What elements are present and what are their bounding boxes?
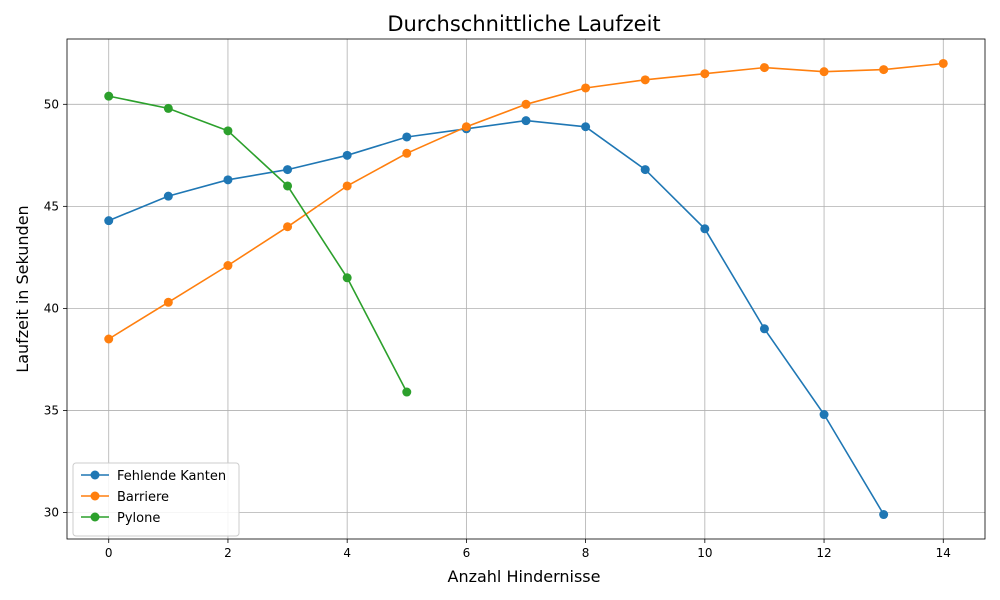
y-tick-label: 45	[44, 199, 59, 213]
data-point	[461, 122, 471, 132]
legend: Fehlende Kanten Barriere Pylone	[72, 462, 240, 537]
legend-item: Pylone	[81, 511, 160, 526]
y-axis-title: Laufzeit in Sekunden	[13, 205, 32, 372]
data-point	[581, 83, 591, 93]
series-layer	[104, 58, 948, 520]
legend-box	[72, 462, 240, 537]
x-tick-label: 4	[343, 546, 351, 560]
legend-marker	[90, 470, 100, 480]
data-point	[223, 126, 233, 136]
data-point	[402, 387, 412, 397]
data-point	[163, 191, 173, 201]
x-tick-label: 2	[224, 546, 232, 560]
data-point	[283, 181, 293, 191]
y-tick-label: 30	[44, 505, 59, 519]
legend-label: Pylone	[117, 511, 160, 526]
y-tick-label: 35	[44, 403, 59, 417]
data-point	[759, 324, 769, 334]
plot-frame	[66, 38, 986, 540]
data-point	[104, 334, 114, 344]
data-point	[521, 99, 531, 109]
data-point	[402, 132, 412, 142]
data-point	[402, 148, 412, 158]
data-point	[819, 410, 829, 420]
data-point	[163, 103, 173, 113]
x-tick-label: 14	[936, 546, 951, 560]
data-point	[938, 58, 948, 68]
series-1	[104, 58, 948, 344]
legend-label: Barriere	[117, 490, 169, 505]
data-point	[163, 297, 173, 307]
data-point	[342, 273, 352, 283]
y-tick-label: 50	[44, 97, 59, 111]
data-point	[521, 116, 531, 126]
data-point	[759, 63, 769, 73]
x-tick-label: 12	[816, 546, 831, 560]
data-point	[104, 91, 114, 101]
data-point	[342, 181, 352, 191]
x-tick-label: 10	[697, 546, 712, 560]
legend-marker	[90, 512, 100, 522]
x-tick-label: 0	[105, 546, 113, 560]
data-point	[223, 261, 233, 271]
data-point	[581, 122, 591, 132]
x-axis: 0 2 4 6 8 10 12 14	[105, 539, 951, 560]
legend-label: Fehlende Kanten	[117, 469, 226, 484]
series-0	[104, 116, 889, 520]
series-2	[104, 91, 412, 397]
data-point	[700, 224, 710, 234]
legend-item: Fehlende Kanten	[81, 469, 226, 484]
x-axis-title: Anzahl Hindernisse	[448, 567, 601, 586]
legend-marker	[90, 491, 100, 501]
data-point	[342, 150, 352, 160]
legend-item: Barriere	[81, 490, 169, 505]
data-point	[104, 216, 114, 226]
data-point	[700, 69, 710, 79]
data-point	[819, 67, 829, 77]
x-tick-label: 6	[463, 546, 471, 560]
data-point	[283, 165, 293, 175]
series-line	[108, 95, 408, 393]
data-point	[640, 75, 650, 85]
series-line	[108, 119, 885, 515]
data-point	[879, 65, 889, 75]
data-point	[283, 222, 293, 232]
y-axis: 30 35 40 45 50	[44, 97, 67, 519]
x-tick-label: 8	[582, 546, 590, 560]
y-tick-label: 40	[44, 301, 59, 315]
data-point	[223, 175, 233, 185]
chart-title: Durchschnittliche Laufzeit	[387, 12, 660, 36]
data-point	[879, 510, 889, 520]
data-point	[640, 165, 650, 175]
